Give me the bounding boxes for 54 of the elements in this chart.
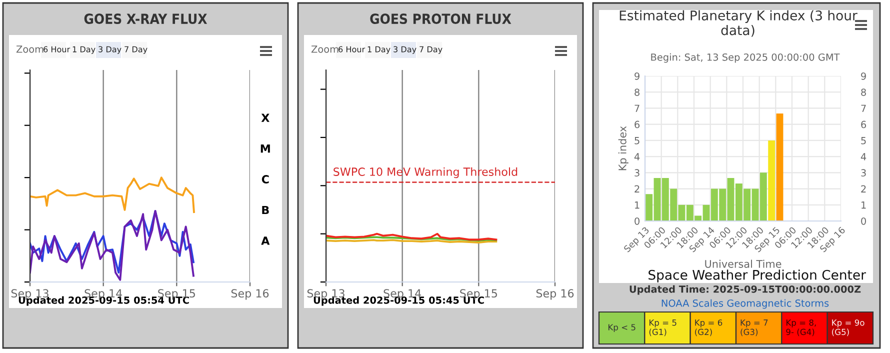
y-tick-label: 1 [635, 201, 640, 209]
text: X [261, 114, 270, 122]
text: 1 Day [72, 46, 96, 54]
bar [768, 140, 776, 221]
y2-tick-label: 2 [861, 185, 866, 192]
text: Kp = 8, 9- (G4) [786, 319, 816, 336]
y2-tick-label: 5 [861, 137, 866, 144]
y-tick-label: 5 [634, 137, 640, 144]
y2-tick-label: 7 [861, 104, 866, 112]
text: 1 Day [368, 46, 390, 54]
text: 3 Day [98, 46, 122, 54]
y-axis-title: Kp index [618, 126, 628, 170]
y2-tick-label: 9 [861, 72, 866, 80]
y2-tick-label: 3 [861, 169, 866, 176]
text: Kp = 6 (G2) [695, 319, 722, 336]
text: Kp = 9o (G5) [832, 319, 864, 336]
chart-title: Estimated Planetary K index (3 hour data) [620, 10, 858, 37]
text: Zoom [16, 46, 44, 53]
text: Kp = 7 (G3) [740, 320, 768, 336]
text: A [261, 236, 270, 245]
bar [776, 114, 784, 221]
text: NOAA Scales Geomagnetic Storms [662, 299, 829, 309]
chart-title: GOES PROTON FLUX [370, 14, 512, 24]
x-tick-label: Sep 16 [231, 289, 269, 300]
text: Updated Time: 2025-09-15T00:00:00.000Z [630, 285, 861, 295]
y2-tick-label: 0 [861, 217, 866, 225]
text: 7 Day [420, 46, 442, 54]
x-tick-label: Sep 16 [536, 289, 574, 300]
y-tick-label: 8 [634, 88, 640, 96]
text: 7 Day [124, 46, 148, 54]
y-tick-label: 9 [634, 72, 640, 80]
y-tick-label: 4 [634, 153, 640, 160]
y-tick-label: 7 [634, 104, 640, 112]
y-tick-label: 3 [634, 169, 640, 176]
text: 6 Hour [44, 46, 70, 52]
text: 6 Hour [338, 46, 366, 52]
text: Kp = 5 (G1) [649, 320, 676, 336]
y-tick-label: 2 [634, 185, 640, 192]
chart-subtitle: Begin: Sat, 13 Sep 2025 00:00:00 GMT [651, 53, 840, 63]
chart-title: GOES X-RAY FLUX [84, 14, 208, 24]
text: M [260, 144, 270, 153]
y2-tick-label: 1 [862, 201, 866, 209]
text: Space Weather Prediction Center [648, 270, 866, 282]
y2-tick-label: 8 [861, 88, 866, 96]
text: Zoom [311, 46, 338, 53]
text: 3 Day [394, 46, 416, 54]
y-tick-label: 0 [634, 217, 640, 225]
text: Kp < 5 [608, 324, 636, 332]
y2-tick-label: 4 [860, 153, 866, 160]
text: C [262, 175, 269, 184]
x-axis-title: Universal Time [705, 260, 782, 268]
y-tick-label: 6 [634, 120, 640, 128]
y2-tick-label: 6 [861, 120, 866, 128]
text: B [262, 206, 269, 214]
